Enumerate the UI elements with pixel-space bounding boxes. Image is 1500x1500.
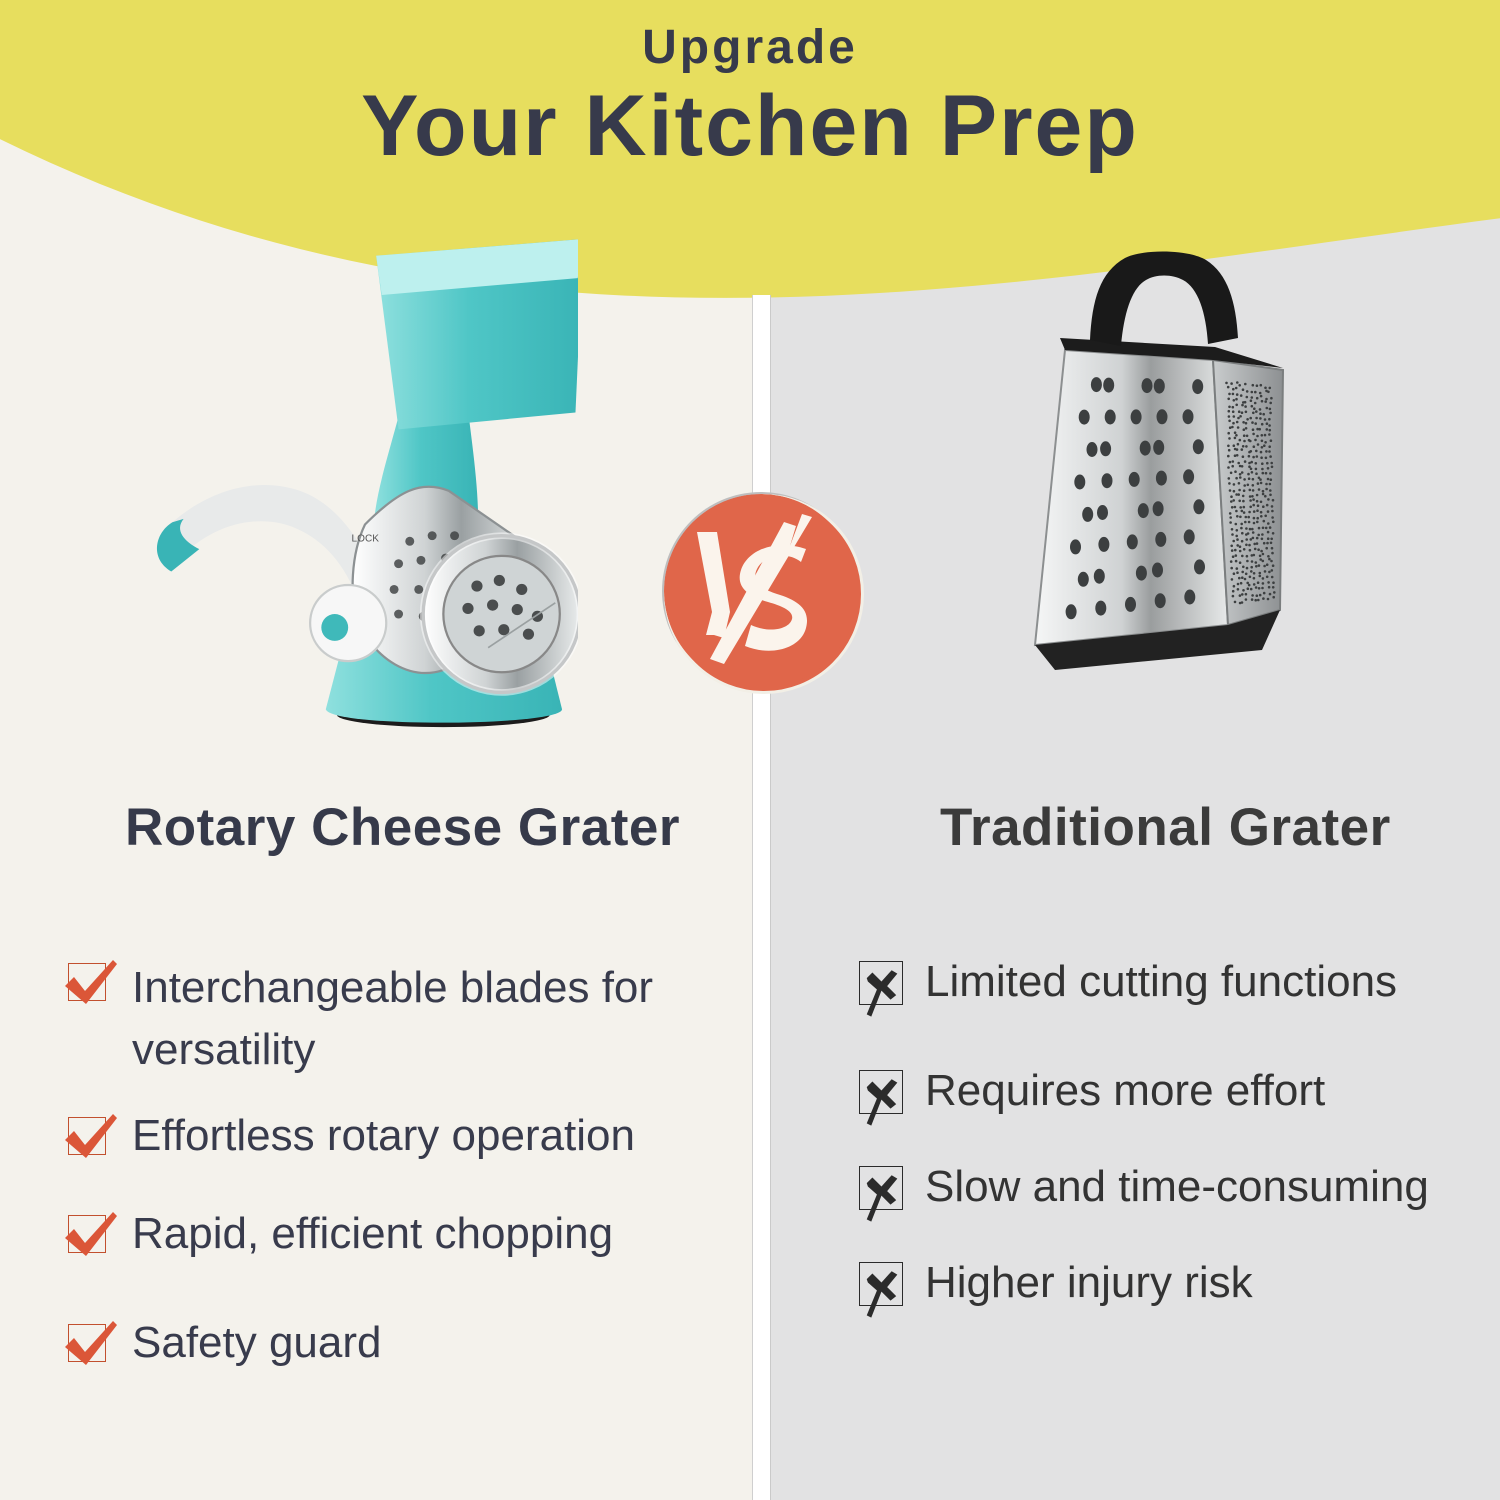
svg-text:LOCK: LOCK	[352, 533, 380, 544]
